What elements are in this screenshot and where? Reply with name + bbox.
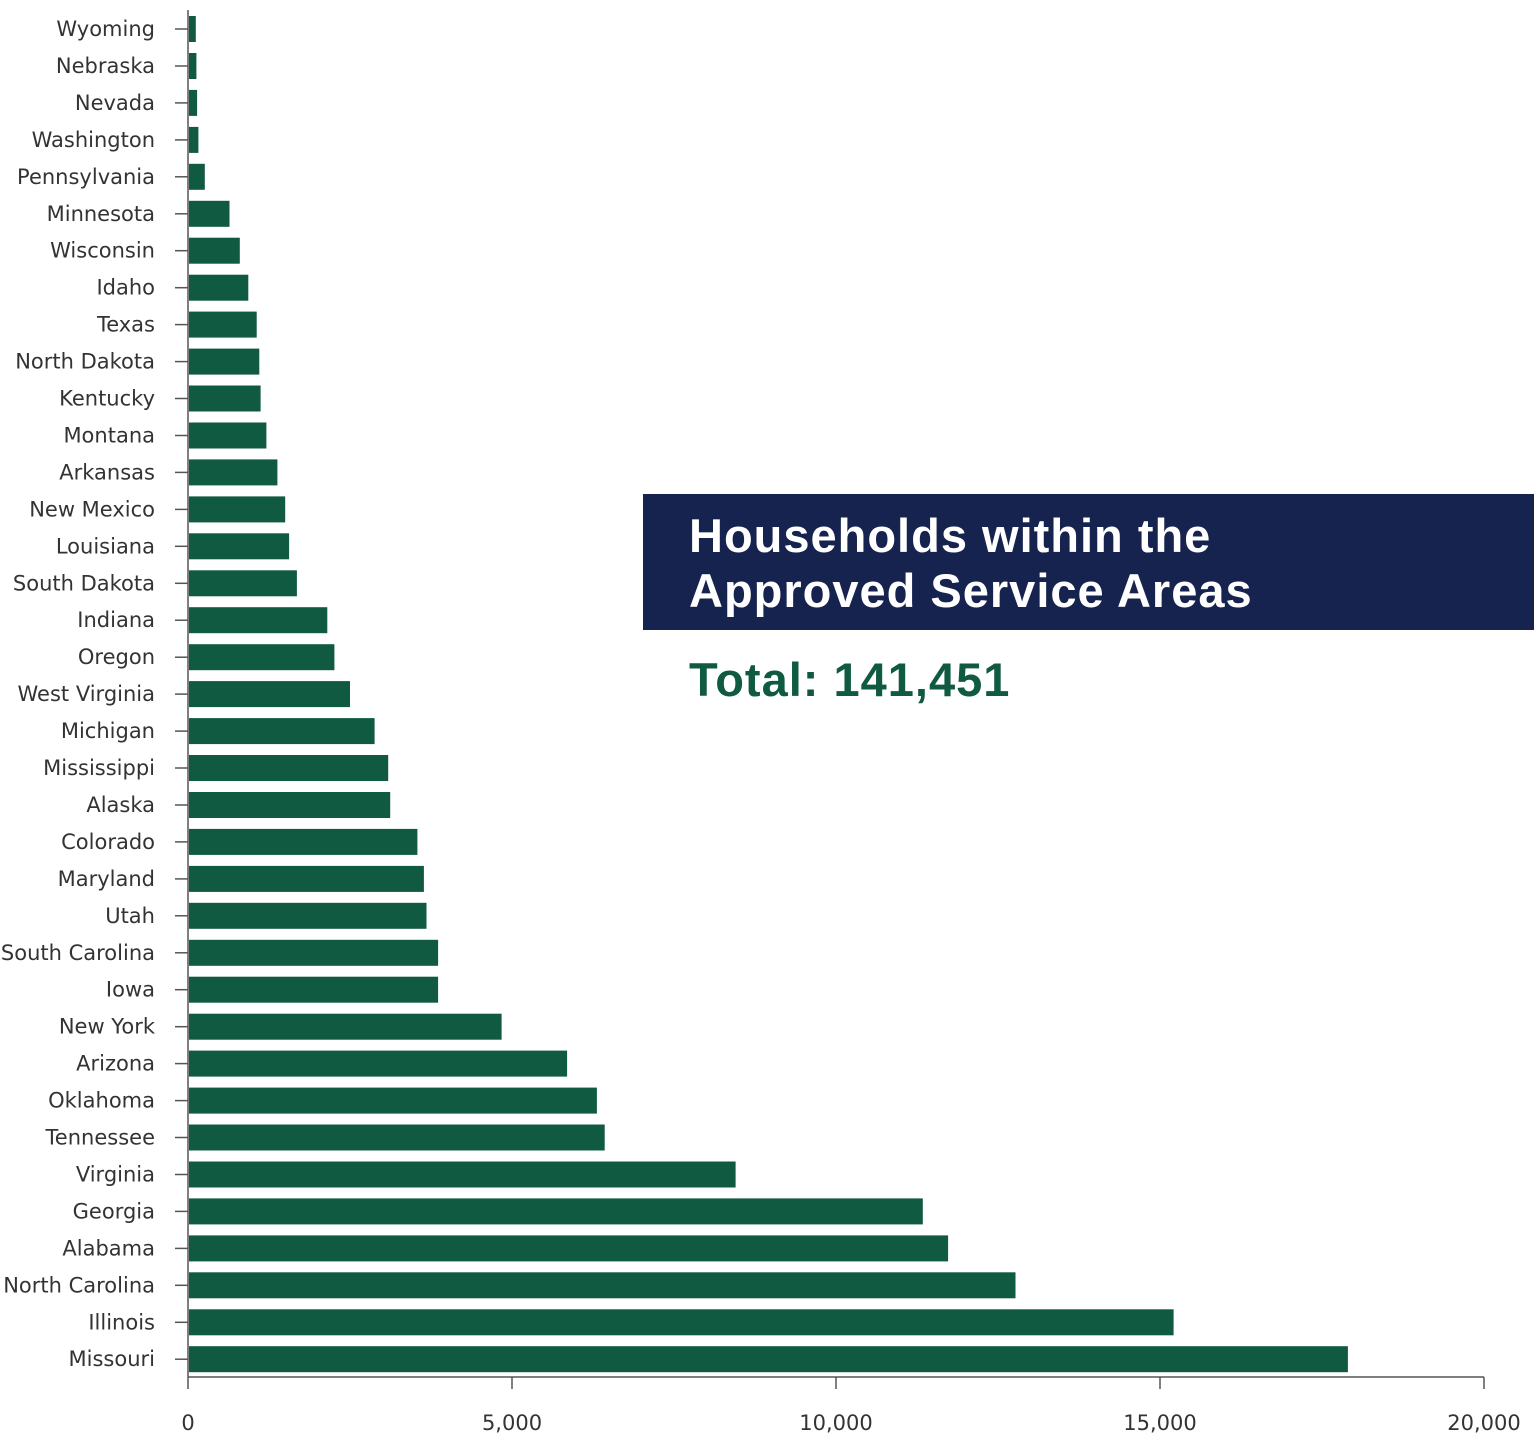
state-label: Alaska <box>86 793 155 817</box>
state-label: Pennsylvania <box>17 165 155 189</box>
state-label: New York <box>59 1015 156 1039</box>
bar <box>189 828 418 855</box>
x-tick-label: 10,000 <box>799 1411 872 1433</box>
bar <box>189 459 278 486</box>
state-label: South Dakota <box>13 571 155 595</box>
bar <box>189 681 350 708</box>
bar <box>189 348 260 375</box>
bar <box>189 718 375 745</box>
bar <box>189 1013 502 1040</box>
state-label: Utah <box>105 904 155 928</box>
bar <box>189 1050 568 1077</box>
bar <box>189 865 424 892</box>
state-label: West Virginia <box>18 682 155 706</box>
bar <box>189 385 261 412</box>
chart-title-line-1: Households within the <box>689 509 1212 562</box>
state-label: Virginia <box>76 1163 155 1187</box>
bar <box>189 311 257 338</box>
bar <box>189 902 427 929</box>
state-label: Missouri <box>69 1347 155 1371</box>
state-label: Iowa <box>106 978 155 1002</box>
bar <box>189 755 389 781</box>
state-label: Arizona <box>76 1052 155 1076</box>
x-tick-label: 5,000 <box>482 1411 542 1433</box>
bar <box>189 644 335 671</box>
bar <box>189 422 267 449</box>
bar <box>189 533 290 560</box>
state-label: Nevada <box>75 91 155 115</box>
state-label: Colorado <box>61 830 155 854</box>
state-label: Louisiana <box>56 534 155 558</box>
chart-title-box: Households within the Approved Service A… <box>643 494 1534 630</box>
state-label: Arkansas <box>59 460 155 484</box>
state-label: Maryland <box>58 867 155 891</box>
state-label: Michigan <box>61 719 155 743</box>
state-label: Wisconsin <box>50 239 155 263</box>
state-label: Washington <box>32 128 155 152</box>
state-label: Wyoming <box>56 17 155 41</box>
state-label: New Mexico <box>29 497 155 521</box>
bar <box>189 939 439 966</box>
bar <box>189 89 198 116</box>
state-label: Georgia <box>73 1199 155 1223</box>
bar <box>189 1198 923 1225</box>
state-label: Montana <box>63 424 155 448</box>
state-label: Oklahoma <box>48 1089 155 1113</box>
bar <box>189 1124 605 1151</box>
state-label: Idaho <box>96 276 155 300</box>
bar <box>189 1087 597 1114</box>
bar <box>189 1235 949 1262</box>
bar <box>189 53 197 79</box>
state-label: Minnesota <box>47 202 155 226</box>
bar <box>189 570 297 597</box>
bar <box>189 200 230 227</box>
bar <box>189 237 240 264</box>
bar <box>189 792 391 818</box>
state-label: Oregon <box>78 645 155 669</box>
bar <box>189 1309 1174 1336</box>
bar <box>189 126 199 153</box>
state-label: North Dakota <box>15 350 155 374</box>
bar <box>189 1272 1016 1299</box>
bar <box>189 976 439 1003</box>
state-label: Alabama <box>62 1236 155 1260</box>
bar <box>189 496 286 523</box>
state-label: South Carolina <box>1 941 155 965</box>
total-households-label: Total: 141,451 <box>689 653 1011 706</box>
state-label: Nebraska <box>56 54 155 78</box>
state-label: Indiana <box>77 608 155 632</box>
chart-title-line-2: Approved Service Areas <box>689 564 1253 617</box>
bar <box>189 1346 1348 1373</box>
bar <box>189 607 328 634</box>
x-tick-label: 20,000 <box>1447 1411 1520 1433</box>
bar <box>189 163 205 190</box>
x-tick-label: 15,000 <box>1123 1411 1196 1433</box>
state-label: North Carolina <box>3 1273 155 1297</box>
bar <box>189 16 196 42</box>
state-label: Texas <box>96 313 155 337</box>
state-label: Illinois <box>88 1310 155 1334</box>
state-label: Tennessee <box>45 1126 155 1150</box>
state-label: Mississippi <box>43 756 155 780</box>
bar <box>189 274 249 301</box>
bar <box>189 1161 736 1188</box>
x-tick-label: 0 <box>181 1411 194 1433</box>
state-label: Kentucky <box>59 387 155 411</box>
